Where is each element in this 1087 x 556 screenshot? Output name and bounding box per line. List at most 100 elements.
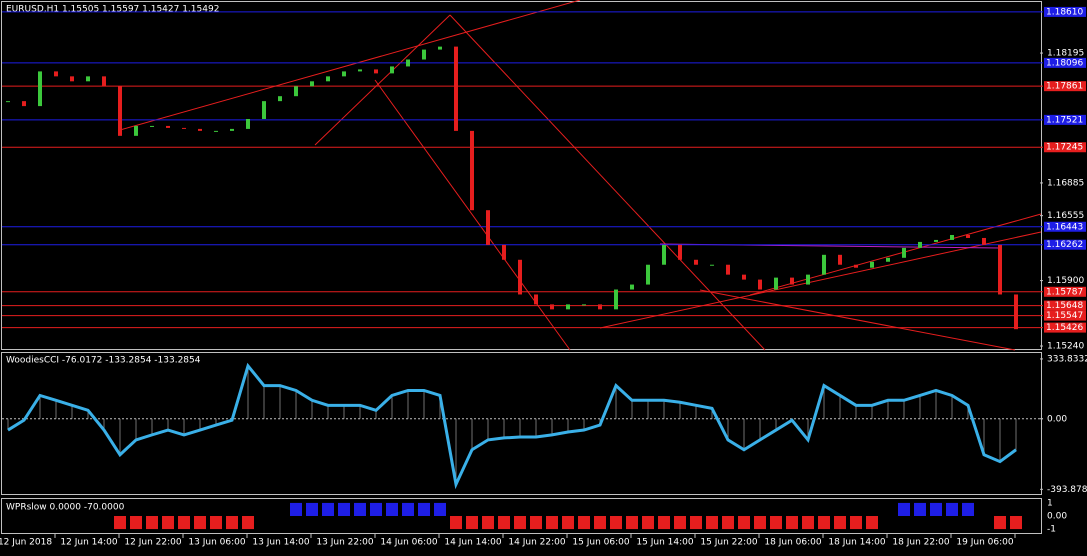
wpr-bar [962, 502, 974, 516]
y-tick-label: 1.15240 [1047, 342, 1084, 352]
y-tick-label: 1 [1047, 498, 1053, 508]
wpr-bar [498, 516, 510, 530]
y-tick-label: 0.00 [1047, 512, 1067, 522]
cci-frame [1, 352, 1042, 495]
candle [438, 46, 442, 50]
wpr-bar [642, 516, 654, 530]
candle [150, 125, 154, 127]
candle [374, 69, 378, 74]
wpr-bar [914, 502, 926, 516]
time-label: 18 Jun 06:00 [764, 538, 821, 548]
candle [198, 128, 202, 131]
time-label: 15 Jun 06:00 [572, 538, 629, 548]
time-label: 19 Jun 06:00 [956, 538, 1013, 548]
level-tag [1044, 57, 1086, 68]
wpr-bar [626, 516, 638, 530]
candle [534, 294, 538, 305]
candle [214, 130, 218, 132]
time-label: 14 Jun 06:00 [380, 538, 437, 548]
wpr-bar [386, 502, 398, 516]
wpr-bar [834, 516, 846, 530]
wpr-bar [946, 502, 958, 516]
candle [806, 274, 810, 285]
wpr-bar [674, 516, 686, 530]
wpr-bar [466, 516, 478, 530]
trendlines [119, 0, 1042, 351]
wpr-bar [322, 502, 334, 516]
candle [918, 241, 922, 248]
candle [422, 49, 426, 60]
candle [342, 71, 346, 77]
wpr-bar [562, 516, 574, 530]
candle [838, 254, 842, 265]
candle [22, 101, 26, 107]
candle [38, 71, 42, 107]
candle [182, 127, 186, 129]
level-tag [1044, 114, 1086, 125]
time-label: 18 Jun 14:00 [828, 538, 885, 548]
candle [614, 289, 618, 310]
candle [694, 259, 698, 265]
wpr-bar [610, 516, 622, 530]
candle [358, 69, 362, 72]
time-label: 13 Jun 14:00 [252, 538, 309, 548]
y-tick-label: -1 [1047, 525, 1056, 535]
level-label: 1.18610 [1046, 7, 1083, 17]
candle [86, 76, 90, 82]
candle [294, 86, 298, 97]
candle [982, 237, 986, 245]
wpr-bar [658, 516, 670, 530]
candle [662, 244, 666, 265]
candle [118, 86, 122, 136]
trendline [449, 14, 766, 351]
candle [582, 304, 586, 306]
wpr-bar [450, 516, 462, 530]
y-tick-label: 1.18195 [1047, 49, 1084, 59]
candle [678, 244, 682, 260]
wpr-bar [786, 516, 798, 530]
candle [742, 274, 746, 280]
candle [310, 81, 314, 87]
candle [598, 304, 602, 310]
candle [278, 96, 282, 102]
candle [998, 244, 1002, 295]
time-label: 12 Jun 14:00 [60, 538, 117, 548]
candle [902, 247, 906, 258]
wpr-bar [802, 516, 814, 530]
cci-header: WoodiesCCI -76.0172 -133.2854 -133.2854 [6, 356, 201, 366]
y-tick-label: 333.8332 [1047, 354, 1087, 364]
wpr-bar [818, 516, 830, 530]
level-label: 1.16443 [1046, 222, 1083, 232]
candle [502, 244, 506, 260]
trendline [599, 231, 1042, 329]
level-tag [1044, 142, 1086, 153]
y-tick-label: -393.8786 [1047, 485, 1087, 495]
candle [230, 128, 234, 131]
candle [1014, 294, 1018, 330]
level-label: 1.17861 [1046, 82, 1083, 92]
candle [134, 125, 138, 136]
wpr-bar [866, 516, 878, 530]
wpr-bar [114, 516, 126, 530]
wpr-bar [146, 516, 158, 530]
time-label: 12 Jun 2018 [0, 538, 52, 548]
wpr-bar [418, 502, 430, 516]
candle [790, 277, 794, 285]
candle [166, 125, 170, 128]
candle [454, 46, 458, 131]
candle [966, 234, 970, 238]
y-tick-label: 1.16885 [1047, 178, 1084, 188]
wpr-bar [130, 516, 142, 530]
time-label: 18 Jun 22:00 [892, 538, 949, 548]
time-label: 12 Jun 22:00 [124, 538, 181, 548]
level-tag [1044, 221, 1086, 232]
level-label: 1.15426 [1046, 323, 1083, 333]
wpr-bar [530, 516, 542, 530]
candle [774, 277, 778, 290]
y-tick-label: 1.16555 [1047, 211, 1084, 221]
candle [550, 304, 554, 310]
level-label: 1.18096 [1046, 58, 1083, 68]
wpr-frame [1, 498, 1042, 534]
candle [710, 264, 714, 266]
